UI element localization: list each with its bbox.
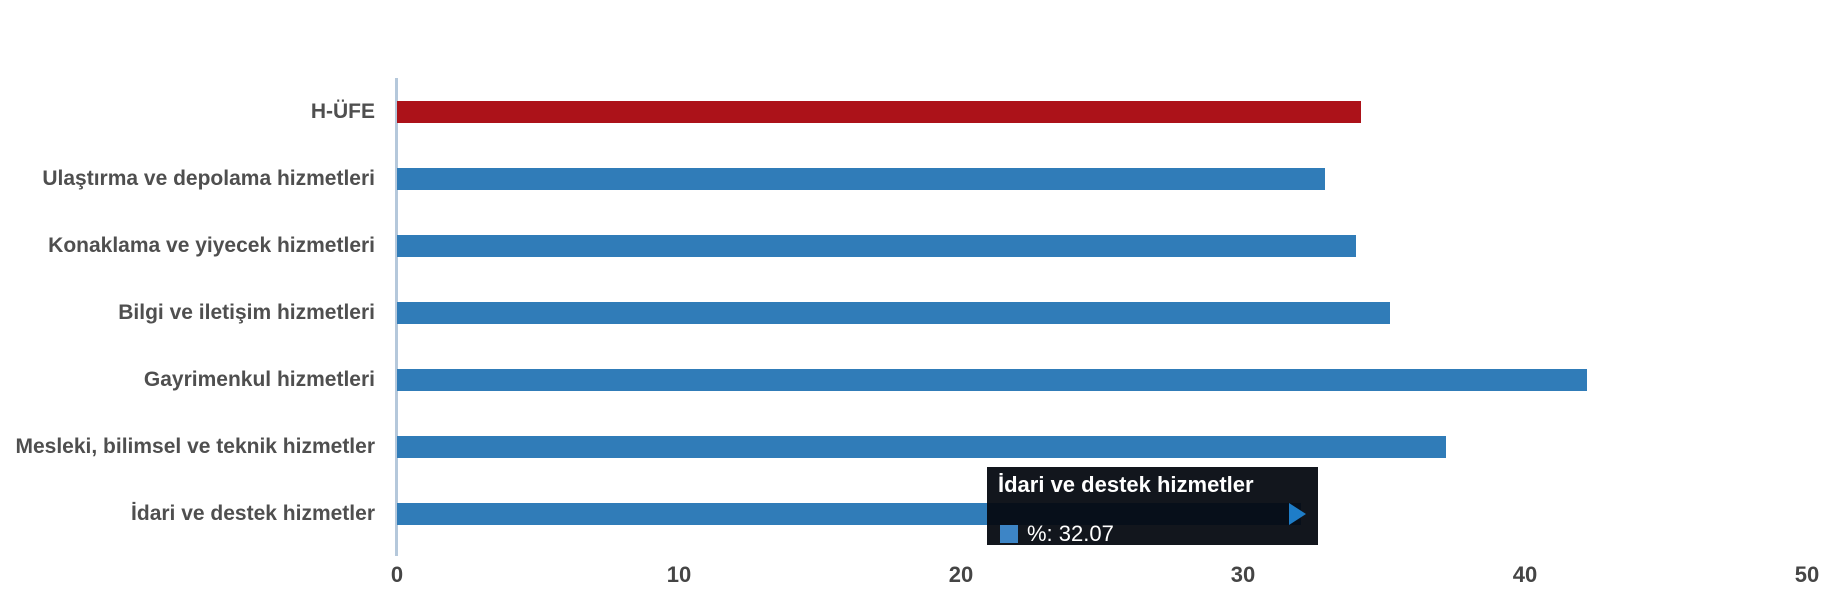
series-marker-icon <box>1000 525 1018 543</box>
bar-series[interactable] <box>397 302 1390 324</box>
category-label: Bilgi ve iletişim hizmetleri <box>118 301 375 324</box>
x-tick-label: 20 <box>948 562 974 587</box>
x-axis-zero-tick <box>395 544 398 556</box>
x-tick-label: 50 <box>1794 562 1820 587</box>
bar-hufe[interactable] <box>397 101 1361 123</box>
bar-series[interactable] <box>397 369 1587 391</box>
category-label: İdari ve destek hizmetler <box>131 502 375 525</box>
bar-series[interactable] <box>397 235 1356 257</box>
x-tick-label: 30 <box>1230 562 1256 587</box>
category-label: Gayrimenkul hizmetleri <box>143 368 375 391</box>
x-tick-label: 0 <box>390 562 404 587</box>
y-axis-line <box>395 78 398 552</box>
category-label: Konaklama ve yiyecek hizmetleri <box>48 234 375 257</box>
category-label: Mesleki, bilimsel ve teknik hizmetler <box>15 435 376 458</box>
tooltip: İdari ve destek hizmetler %: 32.07 <box>987 467 1318 547</box>
category-label: H-ÜFE <box>310 100 375 123</box>
bar-end-arrow-icon <box>1289 503 1306 525</box>
tooltip-value: %: 32.07 <box>1027 521 1114 546</box>
tooltip-title: İdari ve destek hizmetler <box>998 472 1254 497</box>
category-label: Ulaştırma ve depolama hizmetleri <box>42 167 375 190</box>
bar-series[interactable] <box>397 436 1446 458</box>
x-tick-label: 40 <box>1512 562 1538 587</box>
bar-series[interactable] <box>397 168 1325 190</box>
x-tick-label: 10 <box>666 562 692 587</box>
tooltip-series-row: %: 32.07 <box>1000 521 1114 547</box>
